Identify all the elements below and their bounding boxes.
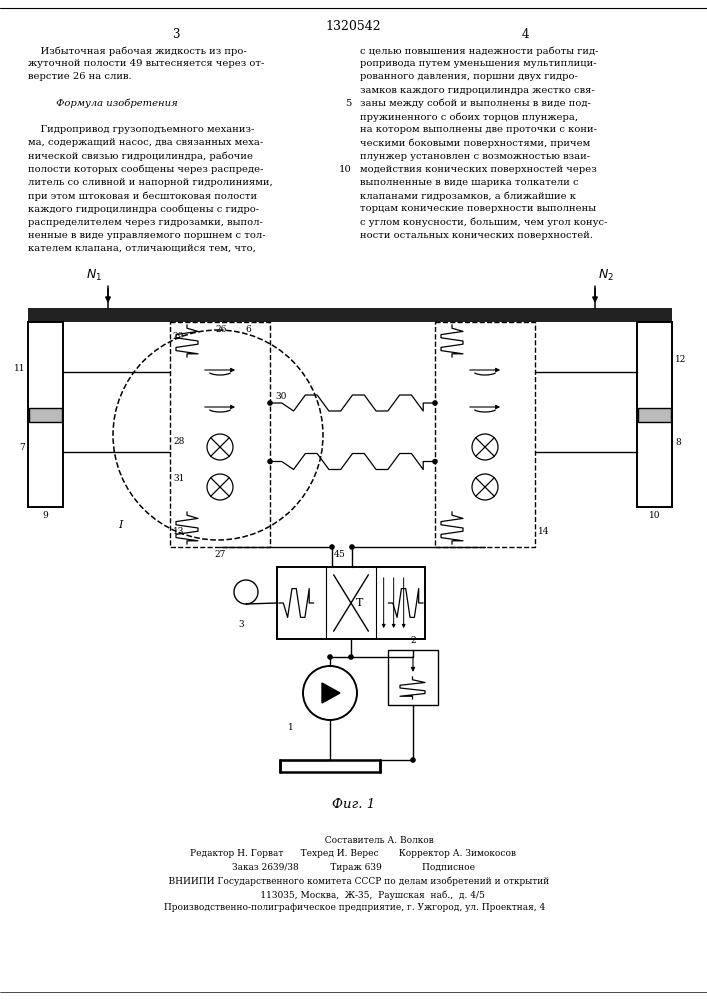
Circle shape <box>432 400 438 406</box>
Bar <box>277 567 425 639</box>
Text: Гидропривод грузоподъемного механиз-: Гидропривод грузоподъемного механиз- <box>28 125 255 134</box>
Text: плунжер установлен с возможностью взаи-: плунжер установлен с возможностью взаи- <box>360 152 590 161</box>
Text: Заказ 2639/38           Тираж 639              Подписное: Заказ 2639/38 Тираж 639 Подписное <box>232 863 475 872</box>
Bar <box>435 322 535 547</box>
Text: с углом конусности, большим, чем угол конус-: с углом конусности, большим, чем угол ко… <box>360 218 607 227</box>
Text: на котором выполнены две проточки с кони-: на котором выполнены две проточки с кони… <box>360 125 597 134</box>
Text: 8: 8 <box>675 438 681 447</box>
Text: верстие 26 на слив.: верстие 26 на слив. <box>28 72 132 81</box>
Text: 27: 27 <box>214 550 226 559</box>
Text: 12: 12 <box>675 355 686 363</box>
Text: полости которых сообщены через распреде-: полости которых сообщены через распреде- <box>28 165 264 174</box>
Text: 30: 30 <box>275 392 286 401</box>
Text: $N_1$: $N_1$ <box>86 268 102 283</box>
Text: 4: 4 <box>521 28 529 41</box>
Text: 113035, Москва,  Ж-35,  Раушская  наб.,  д. 4/5: 113035, Москва, Ж-35, Раушская наб., д. … <box>223 890 484 900</box>
Bar <box>28 308 672 322</box>
Text: ненные в виде управляемого поршнем с тол-: ненные в виде управляемого поршнем с тол… <box>28 231 266 240</box>
Text: 5: 5 <box>346 99 352 108</box>
Text: с целью повышения надежности работы гид-: с целью повышения надежности работы гид- <box>360 46 599 55</box>
Text: ропривода путем уменьшения мультиплици-: ропривода путем уменьшения мультиплици- <box>360 59 597 68</box>
Text: Редактор Н. Горват      Техред И. Верес       Корректор А. Зимокосов: Редактор Н. Горват Техред И. Верес Корре… <box>190 850 517 858</box>
Text: ВНИИПИ Государственного комитета СССР по делам изобретений и открытий: ВНИИПИ Государственного комитета СССР по… <box>158 876 549 886</box>
Text: ности остальных конических поверхностей.: ности остальных конических поверхностей. <box>360 231 593 240</box>
Text: 26: 26 <box>216 325 227 334</box>
Bar <box>280 760 380 772</box>
Bar <box>388 650 438 705</box>
Text: рованного давления, поршни двух гидро-: рованного давления, поршни двух гидро- <box>360 72 578 81</box>
Text: клапанами гидрозамков, а ближайшие к: клапанами гидрозамков, а ближайшие к <box>360 191 576 201</box>
Text: каждого гидроцилиндра сообщены с гидро-: каждого гидроцилиндра сообщены с гидро- <box>28 204 259 214</box>
Circle shape <box>432 459 438 464</box>
Circle shape <box>329 544 335 550</box>
Text: ческими боковыми поверхностями, причем: ческими боковыми поверхностями, причем <box>360 138 590 148</box>
Circle shape <box>410 757 416 763</box>
Text: 9: 9 <box>42 511 48 520</box>
Bar <box>637 322 672 507</box>
Text: торцам конические поверхности выполнены: торцам конические поверхности выполнены <box>360 204 596 213</box>
Text: 6: 6 <box>245 325 251 334</box>
Text: заны между собой и выполнены в виде под-: заны между собой и выполнены в виде под- <box>360 99 591 108</box>
Text: распределителем через гидрозамки, выпол-: распределителем через гидрозамки, выпол- <box>28 218 263 227</box>
Polygon shape <box>322 683 340 703</box>
Bar <box>638 408 671 422</box>
Text: 10: 10 <box>339 165 352 174</box>
Text: 4: 4 <box>334 550 340 559</box>
Text: модействия конических поверхностей через: модействия конических поверхностей через <box>360 165 597 174</box>
Text: 31: 31 <box>173 474 185 483</box>
Text: 2: 2 <box>410 636 416 645</box>
Text: жуточной полости 49 вытесняется через от-: жуточной полости 49 вытесняется через от… <box>28 59 264 68</box>
Text: Фиг. 1: Фиг. 1 <box>332 798 375 811</box>
Text: Формула изобретения: Формула изобретения <box>28 99 177 108</box>
Text: Производственно-полиграфическое предприятие, г. Ужгород, ул. Проектная, 4: Производственно-полиграфическое предприя… <box>161 904 546 912</box>
Circle shape <box>349 654 354 660</box>
Text: 10: 10 <box>649 511 660 520</box>
Circle shape <box>327 654 333 660</box>
Text: 28: 28 <box>173 437 185 446</box>
Text: при этом штоковая и бесштоковая полости: при этом штоковая и бесштоковая полости <box>28 191 257 201</box>
Text: 5: 5 <box>338 550 344 559</box>
Text: 13: 13 <box>173 527 185 536</box>
Circle shape <box>349 544 355 550</box>
Bar <box>170 322 270 547</box>
Text: 1: 1 <box>288 723 293 732</box>
Text: ма, содержащий насос, два связанных меха-: ма, содержащий насос, два связанных меха… <box>28 138 263 147</box>
Text: $N_2$: $N_2$ <box>598 268 614 283</box>
Bar <box>29 408 62 422</box>
Bar <box>28 322 63 507</box>
Text: нической связью гидроцилиндра, рабочие: нической связью гидроцилиндра, рабочие <box>28 152 253 161</box>
Text: T: T <box>356 598 363 608</box>
Text: I: I <box>118 520 122 530</box>
Text: Избыточная рабочая жидкость из про-: Избыточная рабочая жидкость из про- <box>28 46 247 55</box>
Text: 7: 7 <box>19 443 25 452</box>
Text: 3: 3 <box>173 28 180 41</box>
Text: Составитель А. Волков: Составитель А. Волков <box>273 836 434 845</box>
Text: выполненные в виде шарика толкатели с: выполненные в виде шарика толкатели с <box>360 178 578 187</box>
Text: пружиненного с обоих торцов плунжера,: пружиненного с обоих торцов плунжера, <box>360 112 578 121</box>
Text: 1320542: 1320542 <box>326 20 381 33</box>
Text: замков каждого гидроцилиндра жестко свя-: замков каждого гидроцилиндра жестко свя- <box>360 86 595 95</box>
Text: литель со сливной и напорной гидролиниями,: литель со сливной и напорной гидролиниям… <box>28 178 273 187</box>
Text: 14: 14 <box>538 527 549 536</box>
Circle shape <box>267 459 273 464</box>
Text: 3: 3 <box>238 620 244 629</box>
Circle shape <box>267 400 273 406</box>
Text: 29: 29 <box>172 332 183 341</box>
Text: 11: 11 <box>13 364 25 373</box>
Text: кателем клапана, отличающийся тем, что,: кателем клапана, отличающийся тем, что, <box>28 244 256 253</box>
